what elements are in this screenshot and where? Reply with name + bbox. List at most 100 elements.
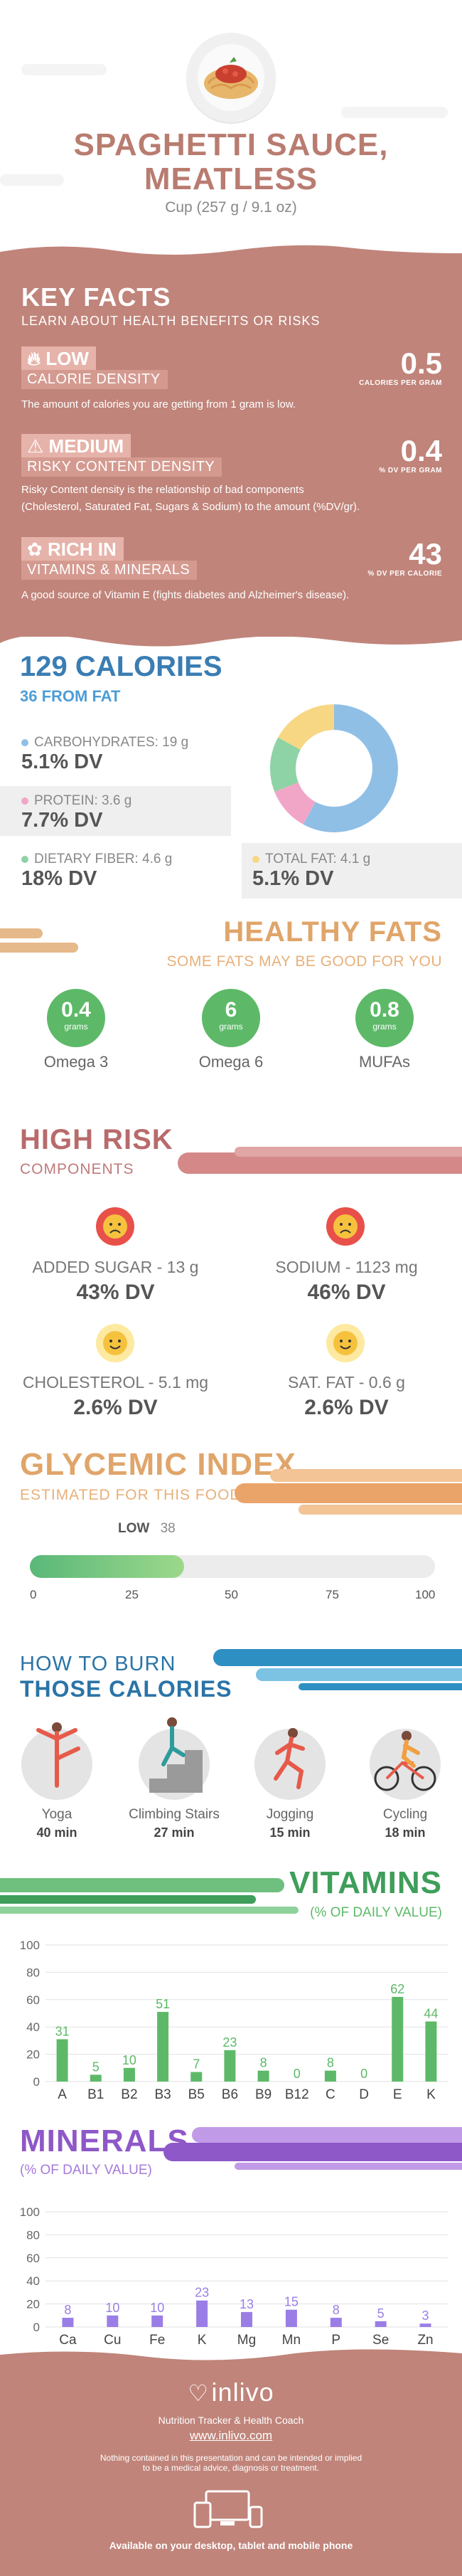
x-tick-label-E: E (393, 2087, 402, 2102)
yoga-time: 40 min (36, 1825, 77, 1840)
decor-bar (256, 1668, 462, 1681)
footer-url[interactable]: www.inlivo.com (189, 2429, 273, 2442)
minerals-bar-chart: 0 20 40 60 80 100 8 Ca 10 Cu 10 Fe 23 K 13 Mg 15 Mn 8 P 5 Se 3… (20, 2205, 448, 2348)
stairs-label: Climbing Stairs (129, 1807, 220, 1822)
data-label-P: 8 (333, 2303, 340, 2317)
bar-Cu (107, 2315, 119, 2327)
fiber-dot (21, 856, 28, 863)
decor-bar (0, 943, 78, 953)
cycling-icon (374, 1731, 436, 1791)
warning-icon: ⚠ (27, 435, 44, 457)
decor-bar (0, 928, 43, 938)
bar-K (196, 2300, 208, 2327)
minerals-title: MINERALS (20, 2124, 189, 2158)
data-label-B3: 51 (156, 1997, 170, 2011)
data-label-B6: 23 (222, 2035, 237, 2050)
risky-content-label: RISKY CONTENT DENSITY (21, 457, 222, 477)
nutrient-carbs: CARBOHYDRATES: 19 g 5.1% DV (21, 735, 189, 773)
decor-bar (0, 1895, 256, 1904)
wave-divider (0, 245, 462, 263)
x-tick-label-Mg: Mg (237, 2333, 256, 2348)
vitamins-bar-chart: 02040608010031A5B110B251B37B523B68B90B12… (20, 1939, 448, 2102)
omega6-label: Omega 6 (198, 1053, 264, 1071)
y-tick-label: 60 (26, 2252, 40, 2265)
footer-brand: ♡ inlivo (188, 2378, 274, 2407)
y-tick-label: 80 (26, 2228, 40, 2242)
sodium-label: SODIUM - 1123 mg (275, 1258, 418, 1276)
data-label-B12: 0 (294, 2067, 301, 2081)
header-section: SPAGHETTI SAUCE, MEATLESS Cup (257 g / 9… (0, 0, 462, 235)
vitamins-unit: % DV PER CALORIE (367, 570, 442, 578)
bar-Ca (62, 2318, 74, 2327)
y-tick-label: 40 (26, 2020, 40, 2034)
sat-fat-label: SAT. FAT - 0.6 g (288, 1373, 405, 1392)
data-label-B1: 5 (92, 2060, 100, 2074)
nutrient-protein: PROTEIN: 3.6 g 7.7% DV (21, 793, 132, 832)
y-tick-label: 0 (33, 2075, 40, 2089)
y-tick-label: 40 (26, 2274, 40, 2288)
sat-fat-dv: 2.6% DV (304, 1396, 389, 1419)
omega3-circle: 0.4 grams (47, 989, 105, 1047)
data-label-Zn: 3 (422, 2309, 429, 2323)
spaghetti-plate-icon (204, 57, 258, 99)
donut-slice-fiber (270, 704, 398, 832)
x-tick-label-B2: B2 (121, 2087, 137, 2102)
bar-B1 (90, 2074, 102, 2082)
x-tick-label-K: K (426, 2087, 436, 2102)
y-tick-label: 100 (20, 2205, 40, 2219)
bar-B2 (123, 2067, 135, 2082)
jogging-label: Jogging (266, 1807, 314, 1822)
bar-B9 (257, 2070, 269, 2082)
vitamins-level: ✿ RICH IN (21, 537, 124, 562)
minerals-subtitle: (% OF DAILY VALUE) (20, 2163, 152, 2178)
x-tick-label-P: P (331, 2333, 340, 2348)
data-label-Mg: 13 (240, 2297, 254, 2311)
gi-tick-100: 100 (415, 1588, 436, 1601)
x-tick-label-Ca: Ca (59, 2333, 77, 2348)
bar-B5 (190, 2072, 203, 2082)
bar-Se (375, 2321, 387, 2327)
nutrient-protein-box (0, 786, 231, 836)
footer-available: Available on your desktop, tablet and mo… (109, 2540, 353, 2551)
calorie-density-label: CALORIE DENSITY (21, 370, 168, 389)
data-label-K: 44 (424, 2007, 438, 2021)
bar-E (392, 1996, 404, 2082)
bar-Zn (419, 2323, 431, 2327)
decor-bar (235, 1483, 462, 1503)
x-tick-label-C: C (326, 2087, 335, 2102)
glycemic-title: GLYCEMIC INDEX (20, 1447, 296, 1482)
fat-dot (252, 856, 259, 863)
key-facts-subtitle: LEARN ABOUT HEALTH BENEFITS OR RISKS (21, 314, 321, 328)
footer-section: ♡ inlivo Nutrition Tracker & Health Coac… (0, 2362, 462, 2576)
decor-bar (299, 1683, 462, 1690)
high-risk-subtitle: COMPONENTS (20, 1161, 134, 1177)
x-tick-label-B12: B12 (285, 2087, 309, 2102)
cholesterol-label: CHOLESTEROL - 5.1 mg (22, 1373, 209, 1392)
cycling-label: Cycling (382, 1807, 428, 1822)
jogging-icon (274, 1728, 305, 1789)
glycemic-level: LOW 38 (118, 1521, 176, 1536)
decor-cloud (0, 174, 64, 186)
stairs-time: 27 min (154, 1825, 195, 1840)
cholesterol-dv: 2.6% DV (73, 1396, 158, 1419)
mufa-label: MUFAs (358, 1053, 411, 1071)
x-tick-label-K: K (198, 2333, 207, 2348)
data-label-B5: 7 (193, 2057, 200, 2072)
flame-icon: 🔥︎ (27, 348, 41, 369)
decor-bar (299, 1505, 462, 1515)
x-tick-label-Se: Se (372, 2333, 389, 2348)
carbs-dot (21, 739, 28, 746)
footer-disclaimer: Nothing contained in this presentation a… (100, 2453, 362, 2473)
nutrient-fiber: DIETARY FIBER: 4.6 g 18% DV (21, 852, 173, 890)
data-label-D: 0 (360, 2067, 367, 2081)
smile-face-icon (96, 1324, 134, 1362)
wave-divider (0, 2349, 462, 2365)
mufa-circle: 0.8 grams (355, 989, 414, 1047)
data-label-E: 62 (390, 1982, 404, 1996)
sodium-dv: 46% DV (307, 1281, 386, 1304)
y-tick-label: 20 (26, 2298, 40, 2311)
heart-icon: ♡ (188, 2380, 209, 2406)
serving-size: Cup (257 g / 9.1 oz) (165, 199, 297, 216)
decor-bar (0, 1907, 299, 1914)
decor-bar (163, 2143, 462, 2161)
